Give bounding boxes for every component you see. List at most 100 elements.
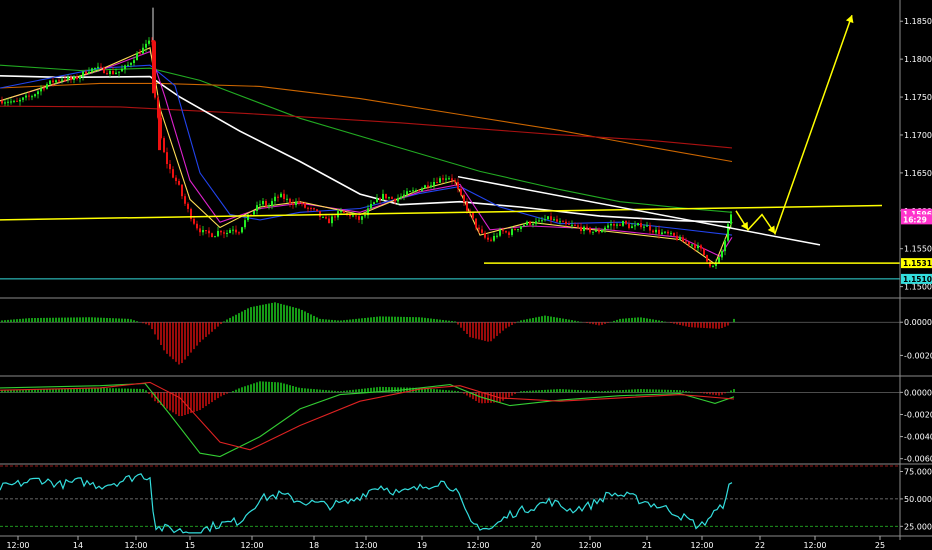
candle-body: [214, 236, 216, 238]
candle-body: [133, 60, 135, 63]
candle-body: [502, 230, 504, 232]
candle-body: [685, 241, 687, 243]
candle-body: [130, 62, 132, 65]
candle-body: [577, 225, 579, 227]
candle-body: [37, 91, 39, 95]
candle-body: [229, 230, 231, 233]
candle-body: [658, 229, 660, 235]
candle-body: [343, 211, 345, 213]
candle-body: [316, 209, 318, 212]
candle-body: [544, 219, 546, 221]
candle-body: [328, 218, 330, 224]
time-tick-label: 12:00: [466, 541, 489, 550]
yellow-trendline: [0, 204, 883, 221]
candle-body: [382, 193, 384, 200]
candle-body: [595, 230, 597, 232]
candle-body: [529, 221, 531, 225]
candle-body: [376, 198, 378, 203]
candle-body: [532, 223, 534, 225]
candle-body: [625, 220, 627, 224]
candle-body: [325, 216, 327, 219]
macd-panel: [0, 381, 900, 458]
candle-body: [439, 178, 441, 183]
time-tick-label: 18: [309, 541, 319, 550]
candle-body: [703, 248, 705, 255]
candle-body: [91, 68, 93, 72]
candle-body: [250, 214, 252, 216]
candle-body: [388, 197, 390, 199]
price-tick-label: 1.18500: [904, 17, 932, 26]
price-tag: [901, 214, 932, 225]
candle-body: [574, 224, 576, 226]
candle-body: [412, 190, 414, 192]
macd-tick-label: 0.0000: [904, 388, 932, 397]
candle-body: [400, 196, 402, 199]
projection-path: [735, 14, 853, 236]
candle-body: [139, 53, 141, 55]
candle-body: [541, 220, 543, 222]
candle-body: [517, 229, 519, 231]
candle-body: [61, 79, 63, 81]
candle-body: [355, 215, 357, 217]
candle-body: [277, 196, 279, 198]
candle-body: [712, 265, 714, 267]
candle-body: [709, 261, 711, 267]
candle-body: [385, 193, 387, 199]
candle-body: [25, 95, 27, 98]
candle-body: [619, 224, 621, 226]
candle-body: [568, 223, 570, 225]
candle-body: [7, 101, 9, 103]
candle-body: [292, 203, 294, 206]
candle-body: [34, 94, 36, 97]
candle-body: [115, 72, 117, 74]
candle-body: [667, 231, 669, 234]
candle-body: [688, 241, 690, 245]
time-tick-label: 12:00: [803, 541, 826, 550]
candle-body: [676, 235, 678, 240]
candle-body: [217, 230, 219, 237]
candle-body: [358, 216, 360, 220]
candle-body: [136, 53, 138, 61]
projection-arrowhead-1: [740, 221, 748, 230]
candle-body: [631, 226, 633, 229]
candle-body: [241, 227, 243, 233]
candle-body: [55, 80, 57, 83]
candle-body: [52, 80, 54, 83]
candle-body: [199, 228, 201, 233]
candle-body: [31, 96, 33, 98]
candle-body: [364, 215, 366, 217]
candle-body: [499, 230, 501, 236]
price-tick-label: 1.17500: [904, 93, 932, 102]
candle-body: [490, 239, 492, 241]
price-tag-label: 16:29: [903, 215, 927, 224]
candle-body: [103, 67, 105, 74]
candle-body: [472, 212, 474, 219]
candle-body: [415, 190, 417, 192]
candle-body: [226, 232, 228, 234]
candle-body: [220, 230, 222, 233]
candle-body: [232, 229, 234, 231]
price-tick-label: 1.18000: [904, 55, 932, 64]
candle-body: [511, 229, 513, 235]
time-tick-label: 22: [755, 541, 765, 550]
rsi-tick-label: 75.0000: [904, 467, 932, 476]
candle-body: [406, 191, 408, 195]
candle-body: [361, 216, 363, 220]
candle-body: [649, 225, 651, 231]
candle-body: [301, 202, 303, 204]
candle-body: [43, 88, 45, 90]
candle-body: [454, 180, 456, 183]
time-tick-label: 20: [531, 541, 541, 550]
candle-body: [13, 100, 15, 102]
candle-body: [73, 76, 75, 81]
candle-body: [100, 66, 102, 68]
candle-body: [64, 79, 66, 81]
price-tick-label: 1.16500: [904, 169, 932, 178]
candle-body: [247, 214, 249, 221]
time-tick-label: 14: [73, 541, 83, 550]
candle-body: [448, 178, 450, 180]
candle-body: [346, 212, 348, 214]
candle-body: [331, 216, 333, 224]
